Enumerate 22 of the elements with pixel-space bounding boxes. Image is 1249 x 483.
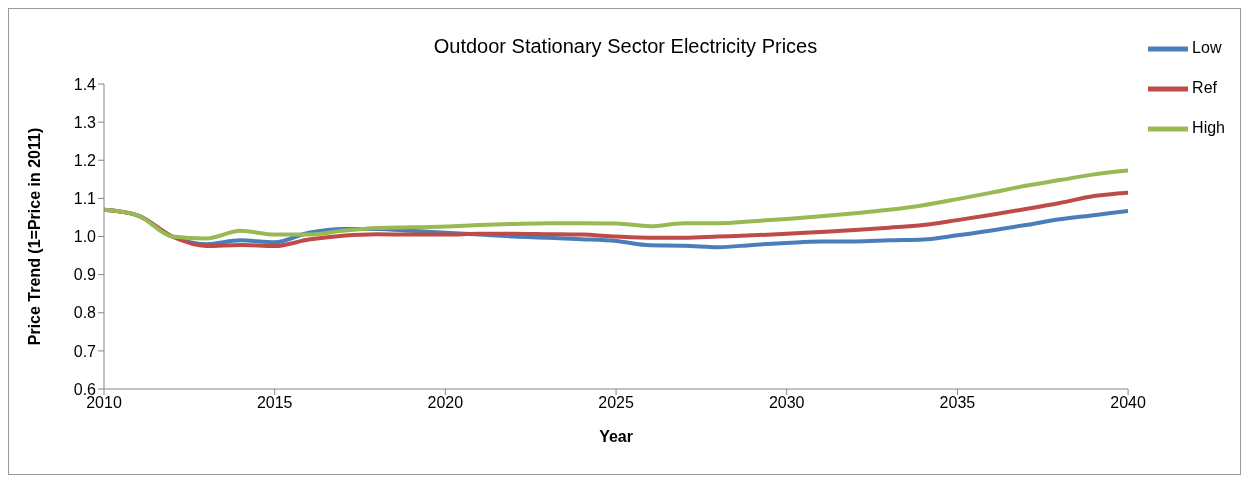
y-tick-label: 1.4: [73, 75, 97, 93]
x-axis-title: Year: [599, 428, 633, 445]
legend-label: Ref: [1192, 79, 1217, 97]
y-tick-label: 1.2: [73, 151, 97, 169]
x-tick-label: 2040: [1110, 394, 1146, 412]
y-tick-label: 1.0: [73, 228, 97, 246]
x-tick-label: 2015: [256, 394, 293, 412]
x-tick-label: 2010: [86, 394, 122, 412]
y-tick-label: 0.9: [73, 266, 97, 284]
chart-title: Outdoor Stationary Sector Electricity Prices: [433, 35, 818, 57]
x-tick-label: 2025: [598, 394, 634, 412]
legend-label: Low: [1192, 39, 1222, 57]
y-tick-label: 1.1: [73, 190, 97, 208]
y-tick-label: 0.7: [73, 342, 97, 360]
line-series: [104, 168, 1129, 241]
legend-label: High: [1192, 119, 1225, 137]
y-tick-label: 1.3: [73, 113, 97, 131]
x-tick-label: 2020: [427, 394, 464, 412]
x-tick-label: 2030: [768, 394, 805, 412]
y-axis-title: Price Trend (1=Price in 2011): [25, 127, 43, 346]
x-tick-label: 2035: [939, 394, 976, 412]
y-tick-label: 0.8: [73, 304, 97, 322]
